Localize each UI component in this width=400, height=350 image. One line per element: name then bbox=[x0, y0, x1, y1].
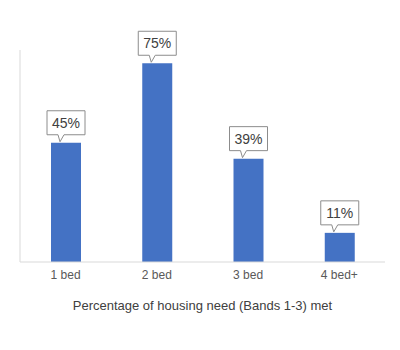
svg-text:39%: 39% bbox=[234, 131, 262, 147]
svg-text:2 bed: 2 bed bbox=[142, 268, 172, 282]
svg-text:75%: 75% bbox=[143, 35, 171, 51]
svg-text:3 bed: 3 bed bbox=[233, 268, 263, 282]
svg-text:Percentage of housing need (Ba: Percentage of housing need (Bands 1-3) m… bbox=[73, 298, 333, 313]
svg-text:11%: 11% bbox=[326, 205, 353, 221]
svg-text:4 bed+: 4 bed+ bbox=[321, 268, 358, 282]
svg-text:45%: 45% bbox=[52, 115, 80, 131]
svg-text:1 bed: 1 bed bbox=[51, 268, 81, 282]
